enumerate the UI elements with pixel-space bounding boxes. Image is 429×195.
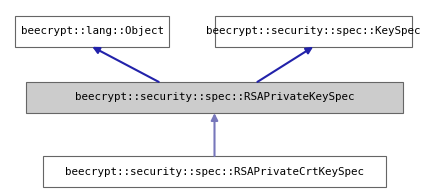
FancyBboxPatch shape	[15, 16, 169, 47]
Text: beecrypt::lang::Object: beecrypt::lang::Object	[21, 26, 164, 36]
FancyBboxPatch shape	[26, 82, 403, 113]
Text: beecrypt::security::spec::KeySpec: beecrypt::security::spec::KeySpec	[206, 26, 420, 36]
Text: beecrypt::security::spec::RSAPrivateKeySpec: beecrypt::security::spec::RSAPrivateKeyS…	[75, 92, 354, 103]
FancyBboxPatch shape	[43, 156, 386, 187]
Text: beecrypt::security::spec::RSAPrivateCrtKeySpec: beecrypt::security::spec::RSAPrivateCrtK…	[65, 167, 364, 177]
FancyBboxPatch shape	[214, 16, 412, 47]
